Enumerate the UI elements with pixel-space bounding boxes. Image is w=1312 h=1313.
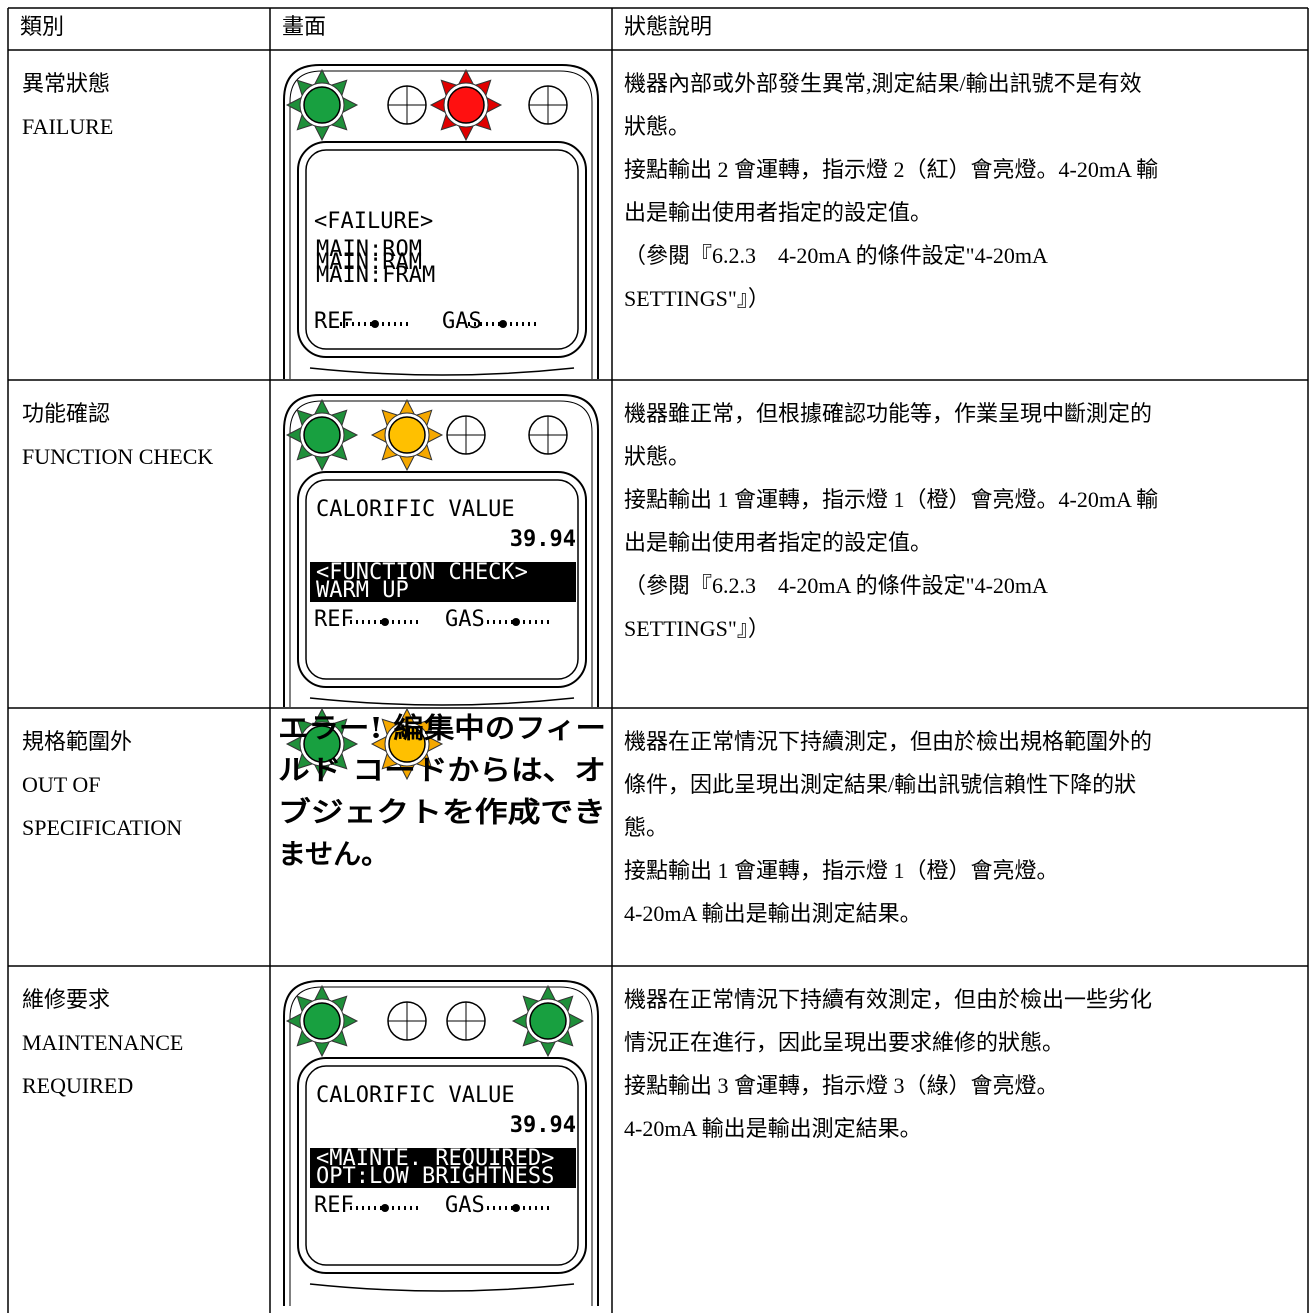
error-message: エラー! 編集中のフィー [278,712,606,745]
display-detail: MAIN:ROM [316,237,422,262]
indicator-lamp [388,725,426,763]
indicator-label: GAS [442,309,482,334]
description-text: 4-20mA 輸出是輸出測定結果。 [624,901,922,926]
device-housing-inner [289,986,593,1306]
display-reading: 39.94 [510,527,576,552]
description-text: 機器在正常情況下持續測定，但由於檢出規格範圍外的 [624,729,1152,754]
indicator-lamp [303,725,341,763]
description-text: 4-20mA 輸出是輸出測定結果。 [624,1116,922,1141]
description-text: 接點輸出 3 會運轉，指示燈 3（綠）會亮燈。 [624,1073,1059,1098]
category-text: 規格範圍外 [22,729,132,754]
device-base [309,1283,575,1292]
description-text: 情況正在進行，因此呈現出要求維修的狀態。 [624,1030,1064,1055]
indicator-lamp [303,416,341,454]
display-title: CALORIFIC VALUE [316,1083,515,1108]
indicator-lamp [388,416,426,454]
description-text: 狀態。 [624,444,690,469]
description-text: 接點輸出 1 會運轉，指示燈 1（橙）會亮燈。4-20mA 輸 [624,487,1158,512]
description-text: 態。 [624,815,668,840]
indicator-dot [381,618,389,626]
status-bar [310,1148,576,1188]
display-title: CALORIFIC VALUE [316,497,515,522]
error-message: ません。 [278,838,389,871]
indicator-lamp [447,86,485,124]
device-housing-inner [289,400,593,707]
device-housing [283,980,599,1306]
description-text: 條件，因此呈現出測定結果/輸出訊號信賴性下降的狀 [624,772,1136,797]
category-text: REQUIRED [22,1073,133,1098]
indicator-lamp [529,1002,567,1040]
description-text: 狀態。 [624,114,690,139]
screen-illustration: CALORIFIC VALUE 39.94 <FUNCTION CHECK>WARM… [283,394,599,707]
indicator-label: REF [314,1193,354,1218]
screen-illustration: CALORIFIC VALUE 39.94 <MAINTE. REQUIRED>OP… [283,980,599,1306]
header-cell: 狀態說明 [624,14,712,39]
indicator-dot [512,618,520,626]
header-cell: 畫面 [282,14,326,39]
device-housing-inner [289,70,593,379]
category-text: OUT OF [22,772,100,797]
indicator-label: REF [314,607,354,632]
category-text: 異常狀態 [22,71,110,96]
indicator-dot [371,320,379,328]
display-screen [305,149,579,350]
description-text: 機器內部或外部發生異常,測定結果/輸出訊號不是有效 [624,71,1142,96]
description-text: 機器在正常情況下持續有效測定，但由於檢出一些劣化 [624,987,1152,1012]
display-detail: MAIN:RAM [316,250,422,275]
description-text: 出是輸出使用者指定的設定值。 [624,200,932,225]
indicator-dot [381,1204,389,1212]
display-status: <FAILURE> [314,209,433,234]
indicator-label: GAS [445,607,485,632]
indicator-dot [512,1204,520,1212]
description-text: 機器雖正常，但根據確認功能等，作業呈現中斷測定的 [624,401,1152,426]
category-text: 功能確認 [22,401,110,426]
device-housing [283,64,599,379]
description-text: 出是輸出使用者指定的設定值。 [624,530,932,555]
display-detail: OPT:LOW BRIGHTNESS [316,1164,554,1189]
description-text: （參閱『6.2.3 4-20mA 的條件設定"4-20mA [624,243,1048,268]
status-bar [310,562,576,602]
indicator-lamp [303,86,341,124]
category-text: FAILURE [22,114,113,139]
indicator-lamp [303,1002,341,1040]
device-base [309,367,575,376]
display-status: <FUNCTION CHECK> [316,560,528,585]
error-message: ルド コードからは、オ [278,754,606,787]
device-base [309,697,575,706]
header-cell: 類別 [20,14,64,39]
display-detail: MAIN:FRAM [316,263,435,288]
device-housing [283,394,599,707]
category-text: MAINTENANCE [22,1030,183,1055]
description-text: SETTINGS"』） [624,616,770,641]
category-text: 維修要求 [22,987,110,1012]
display-detail: WARM UP [316,578,409,603]
indicator-label: REF [314,309,354,334]
indicator-dot [499,320,507,328]
display-status: <MAINTE. REQUIRED> [316,1146,554,1171]
description-text: 接點輸出 1 會運轉，指示燈 1（橙）會亮燈。 [624,858,1059,883]
description-text: SETTINGS"』） [624,286,770,311]
display-reading: 39.94 [510,1113,576,1138]
category-text: SPECIFICATION [22,815,182,840]
category-text: FUNCTION CHECK [22,444,213,469]
indicator-label: GAS [445,1193,485,1218]
error-message: ブジェクトを作成でき [278,796,606,829]
description-text: 接點輸出 2 會運轉，指示燈 2（紅）會亮燈。4-20mA 輸 [624,157,1158,182]
description-text: （參閱『6.2.3 4-20mA 的條件設定"4-20mA [624,573,1048,598]
